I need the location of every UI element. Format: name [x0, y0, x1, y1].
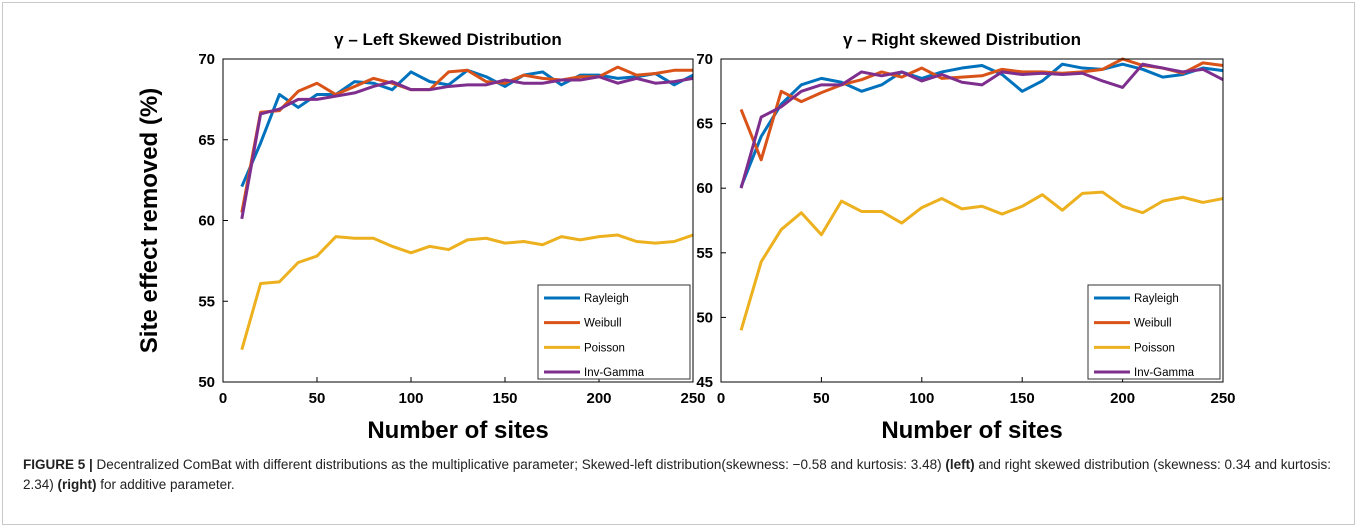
y-tick-label: 55: [198, 293, 215, 310]
chart-title: γ – Right skewed Distribution: [843, 30, 1081, 49]
legend-label: Inv-Gamma: [1134, 367, 1195, 379]
caption-label: FIGURE 5 |: [23, 457, 93, 472]
y-tick-label: 65: [198, 132, 215, 149]
caption: FIGURE 5 | Decentralized ComBat with dif…: [23, 455, 1333, 495]
y-tick-label: 70: [696, 51, 713, 68]
x-tick-label: 50: [309, 390, 326, 407]
line-series: [240, 65, 693, 213]
legend-label: Inv-Gamma: [584, 367, 645, 379]
y-tick-label: 55: [696, 245, 713, 262]
line-series: [739, 62, 1224, 189]
y-tick-label: 50: [198, 374, 215, 391]
line-series: [739, 62, 1224, 188]
x-tick-label: 200: [586, 390, 611, 407]
legend-box: [537, 284, 691, 380]
x-tick-label: 0: [219, 390, 227, 407]
y-axis-label: Site effect removed (%): [136, 88, 163, 353]
y-tick-label: 45: [696, 374, 713, 391]
x-tick-label: 100: [398, 390, 423, 407]
x-tick-label: 50: [813, 390, 830, 407]
axes-box: [720, 58, 1224, 383]
line-series: [240, 233, 694, 351]
caption-text: for additive parameter.: [96, 477, 235, 492]
y-tick-label: 70: [198, 51, 215, 68]
x-tick-label: 100: [909, 390, 934, 407]
legend-label: Weibull: [1134, 318, 1172, 330]
legend-label: Poisson: [1134, 342, 1175, 354]
y-tick-label: 50: [696, 309, 713, 326]
legend-box: [1087, 284, 1221, 380]
caption-bold: (right): [57, 477, 97, 492]
legend-label: Rayleigh: [584, 293, 629, 305]
y-tick-label: 60: [198, 213, 215, 230]
y-tick-label: 60: [696, 180, 713, 197]
y-tick-label: 65: [696, 116, 713, 133]
caption-bold: (left): [945, 457, 975, 472]
axes-box: [222, 58, 694, 383]
legend-label: Rayleigh: [1134, 293, 1179, 305]
x-tick-label: 150: [492, 390, 517, 407]
caption-text: Decentralized ComBat with different dist…: [92, 457, 946, 472]
x-tick-label: 250: [680, 390, 705, 407]
x-tick-label: 0: [717, 390, 725, 407]
line-series: [739, 190, 1224, 331]
x-tick-label: 200: [1110, 390, 1135, 407]
x-tick-label: 250: [1210, 390, 1235, 407]
x-axis-label: Number of sites: [367, 417, 548, 444]
legend-label: Poisson: [584, 342, 625, 354]
x-axis-label: Number of sites: [881, 417, 1062, 444]
line-series: [240, 75, 694, 220]
chart-title: γ – Left Skewed Distribution: [334, 30, 562, 49]
caption-text: and right skewed distribution (skewness:…: [23, 457, 1332, 492]
legend-label: Weibull: [584, 318, 622, 330]
x-tick-label: 150: [1010, 390, 1035, 407]
